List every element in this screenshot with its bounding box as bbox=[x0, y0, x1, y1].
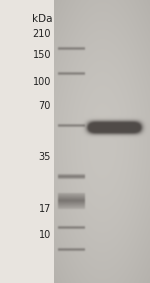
Text: 210: 210 bbox=[33, 29, 51, 39]
Text: kDa: kDa bbox=[33, 14, 53, 23]
Text: 17: 17 bbox=[39, 204, 51, 215]
Text: 35: 35 bbox=[39, 152, 51, 162]
Text: 10: 10 bbox=[39, 230, 51, 240]
Text: 150: 150 bbox=[33, 50, 51, 60]
Text: 70: 70 bbox=[39, 101, 51, 111]
Text: 100: 100 bbox=[33, 77, 51, 87]
